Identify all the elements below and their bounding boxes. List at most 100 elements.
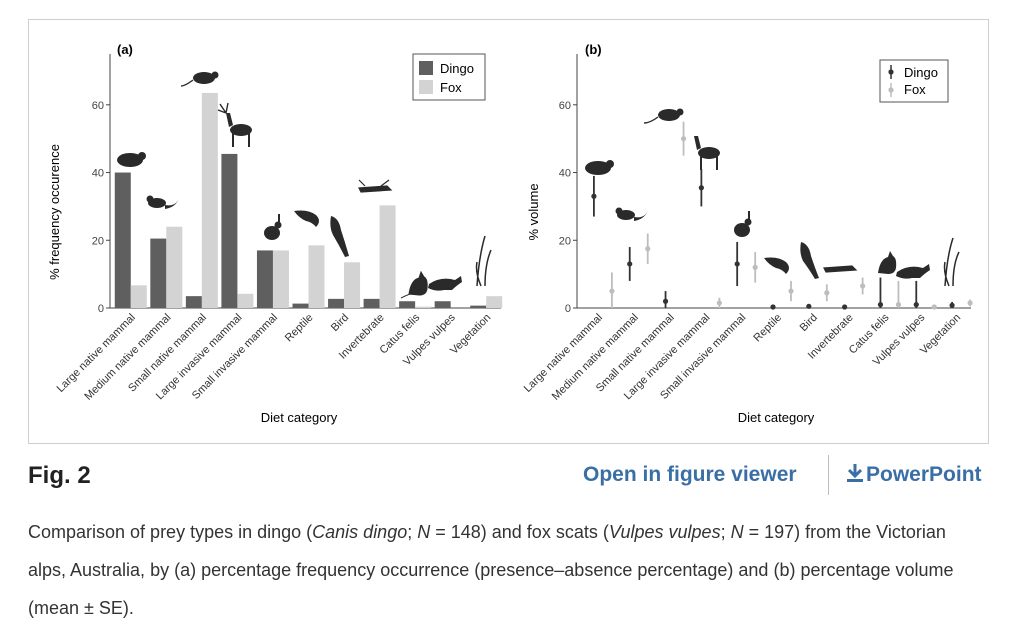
- point-dingo-bird: [806, 303, 812, 309]
- possum-icon-b: [615, 207, 648, 221]
- point-fox-catus-felis: [895, 302, 902, 308]
- panel-a-label: (a): [117, 42, 133, 57]
- caption-text-4: ;: [720, 522, 731, 542]
- panel-b-ytick-label-60: 60: [559, 100, 571, 112]
- bar-dingo-small-invasive-mammal: [256, 250, 273, 308]
- fox-icon-b: [896, 264, 930, 279]
- panel-b-ytick-label-40: 40: [559, 168, 571, 180]
- bar-dingo-large-invasive-mammal: [221, 153, 238, 308]
- point-fox-small-invasive-mammal: [752, 264, 758, 270]
- bar-fox-medium-native-mammal: [166, 226, 183, 308]
- panel-b-label: (b): [585, 42, 602, 57]
- point-fox-large-invasive-mammal: [716, 300, 722, 306]
- powerpoint-download-link[interactable]: PowerPoint: [846, 463, 982, 487]
- wombat-icon-b: [585, 160, 614, 175]
- deer-icon-b: [694, 136, 720, 170]
- point-dingo-small-native-mammal: [662, 298, 669, 304]
- point-dingo-medium-native-mammal: [627, 261, 633, 267]
- panel-b-category-reptile: Reptile: [751, 312, 784, 345]
- bar-dingo-bird: [328, 298, 345, 308]
- panel-a-y-label: % frequency occurence: [47, 144, 62, 280]
- bar-dingo-small-native-mammal: [185, 296, 202, 308]
- panel-a-category-reptile: Reptile: [283, 312, 316, 345]
- grass-icon-b: [943, 237, 960, 287]
- bar-fox-bird: [344, 262, 361, 308]
- cat-icon-b: [878, 251, 897, 274]
- panel-a-category-bird: Bird: [329, 312, 351, 334]
- bar-dingo-vulpes-vulpes: [434, 301, 451, 308]
- mouse-icon: [180, 71, 219, 87]
- powerpoint-label: PowerPoint: [866, 463, 982, 486]
- panel-b-x-label: Diet category: [738, 410, 815, 425]
- point-fox-invertebrate: [860, 283, 866, 289]
- legend-fox-swatch: [419, 80, 433, 94]
- panel-a-legend: Dingo Fox: [412, 53, 486, 101]
- point-dingo-reptile: [770, 304, 776, 310]
- bar-fox-invertebrate: [379, 205, 396, 308]
- point-fox-large-native-mammal: [609, 288, 615, 294]
- legend-b-fox-label: Fox: [904, 82, 926, 97]
- link-separator: [828, 455, 829, 495]
- caption-n-fox: N: [730, 522, 744, 542]
- point-dingo-vegetation: [949, 302, 955, 308]
- bar-dingo-reptile: [292, 303, 309, 308]
- bar-fox-reptile: [308, 245, 325, 308]
- panel-b-legend: Dingo Fox: [879, 59, 949, 103]
- deer-icon: [217, 102, 252, 147]
- point-fox-bird: [824, 290, 830, 296]
- caption-text-3: = 148) and fox scats (: [430, 522, 609, 542]
- lizard-icon-b: [764, 257, 789, 274]
- lizard-icon: [294, 210, 319, 227]
- bar-fox-vegetation: [486, 296, 503, 308]
- open-figure-viewer-link[interactable]: Open in figure viewer: [583, 463, 797, 486]
- figure-frame[interactable]: (a) % frequency occurence Diet category …: [28, 19, 989, 444]
- point-fox-reptile: [788, 288, 794, 294]
- panel-a-ytick-label-0: 0: [98, 303, 104, 315]
- grass-icon: [475, 235, 492, 287]
- caption-n-dingo: N: [417, 522, 431, 542]
- bar-fox-small-native-mammal: [201, 92, 218, 309]
- caption-species-fox: Vulpes vulpes: [608, 522, 721, 542]
- point-dingo-vulpes-vulpes: [913, 302, 919, 308]
- legend-b-dingo-label: Dingo: [904, 65, 938, 80]
- caption-text-2: ;: [407, 522, 418, 542]
- point-dingo-invertebrate: [842, 304, 848, 310]
- panel-b-ytick-label-0: 0: [565, 303, 571, 315]
- point-dingo-small-invasive-mammal: [734, 261, 740, 267]
- bar-dingo-medium-native-mammal: [150, 238, 167, 308]
- download-icon: [847, 464, 863, 482]
- bar-fox-large-native-mammal: [130, 285, 147, 308]
- rabbit-icon-b: [734, 211, 752, 237]
- panel-b-category-bird: Bird: [798, 312, 820, 334]
- animal-silhouettes-b: [585, 108, 960, 287]
- rabbit-icon: [264, 214, 282, 240]
- legend-dingo-point: [888, 69, 894, 75]
- grasshopper-icon: [358, 179, 393, 193]
- caption-text-5: = 197) from the Victorian alps, Australi…: [28, 522, 954, 618]
- panel-a-ytick-label-60: 60: [92, 100, 104, 112]
- bar-fox-small-invasive-mammal: [272, 250, 289, 308]
- panel-a-x-label: Diet category: [261, 410, 338, 425]
- figure-label: Fig. 2: [28, 462, 91, 489]
- wombat-icon: [117, 152, 146, 167]
- cat-icon: [400, 270, 428, 299]
- caption-species-dingo: Canis dingo: [312, 522, 408, 542]
- panel-b-y-label: % volume: [526, 183, 541, 240]
- figure-caption: Comparison of prey types in dingo (Canis…: [28, 513, 988, 627]
- bar-dingo-catus-felis: [399, 301, 416, 308]
- point-dingo-large-invasive-mammal: [698, 185, 704, 191]
- mouse-icon-b: [643, 108, 684, 124]
- bar-fox-large-invasive-mammal: [237, 293, 254, 308]
- point-dingo-catus-felis: [877, 302, 884, 308]
- legend-dingo-label: Dingo: [440, 61, 474, 76]
- point-dingo-large-native-mammal: [591, 193, 597, 199]
- legend-dingo-swatch: [419, 61, 433, 75]
- parrot-icon: [330, 216, 349, 257]
- panel-b-ytick-label-20: 20: [559, 235, 571, 247]
- point-fox-vegetation: [967, 300, 973, 306]
- bar-dingo-large-native-mammal: [114, 172, 131, 308]
- possum-icon: [146, 195, 179, 209]
- fox-icon: [428, 276, 462, 291]
- legend-fox-label: Fox: [440, 80, 462, 95]
- panel-a-ytick-label-20: 20: [92, 235, 104, 247]
